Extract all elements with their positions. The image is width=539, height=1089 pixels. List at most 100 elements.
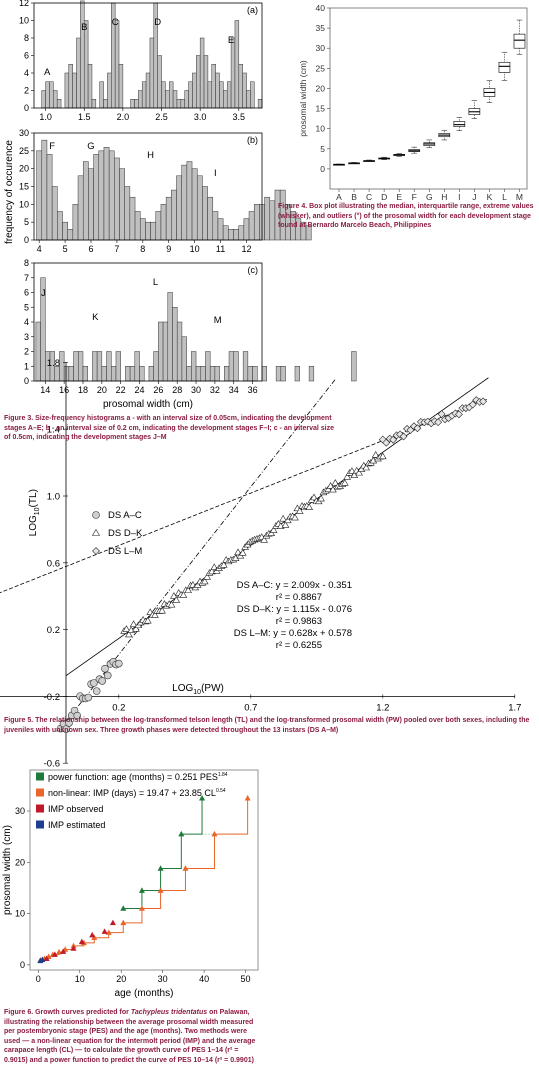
x-tick-label: I [458, 192, 460, 202]
point-diamond [396, 430, 405, 439]
marker-2 [109, 919, 116, 926]
legend-marker-triangle [91, 528, 101, 536]
y-tick-label: 10 [15, 909, 25, 919]
point-diamond [389, 435, 398, 444]
marker-2 [70, 945, 77, 951]
histogram-bar [176, 99, 182, 109]
x-axis-title: prosomal width (cm) [103, 399, 193, 410]
histogram-bar [176, 175, 182, 241]
histogram-bar [82, 366, 88, 382]
histogram-bar [41, 90, 46, 109]
fig3-caption: Figure 3. Size-frequency histograms a - … [4, 415, 335, 441]
marker-0 [138, 887, 145, 893]
fig4-caption: Figure 4. Box plot illustrating the medi… [278, 203, 534, 229]
histogram-bar [139, 218, 146, 241]
marker-1 [157, 887, 164, 893]
y-axis-title: LOG10(TL) [28, 489, 41, 536]
histogram-bar [149, 37, 155, 109]
boxplot-frame [329, 7, 528, 190]
marker-0 [120, 905, 127, 911]
point-triangle [143, 616, 152, 624]
histogram-bar [233, 229, 239, 241]
y-tick-label: 10 [316, 124, 326, 134]
histogram-bar [107, 72, 112, 109]
histogram-bar [219, 81, 224, 109]
x-tick-label: L [502, 192, 507, 202]
marker-1 [182, 865, 189, 871]
y-tick-label: 0 [320, 164, 325, 174]
histogram-bar [217, 218, 224, 241]
histogram-bar [108, 150, 115, 241]
histogram-bar [72, 72, 77, 109]
histogram-bar [233, 351, 239, 382]
x-tick-label: 20 [116, 974, 126, 984]
marker-3 [39, 956, 46, 963]
histogram-bar [125, 366, 131, 382]
point-triangle [267, 529, 276, 537]
x-tick-label: 22 [116, 385, 126, 395]
y-tick-label: 10 [19, 199, 29, 209]
histogram-bar [111, 366, 117, 382]
y-tick-label: 4 [24, 317, 29, 327]
histogram-bar [261, 366, 267, 382]
marker-1 [120, 919, 127, 926]
y-axis-title: prosomal width (cm) [2, 825, 13, 915]
x-tick-label: 1.2 [376, 702, 389, 713]
point-triangle [238, 549, 247, 556]
histogram-bar [215, 72, 220, 109]
histogram-bar [134, 99, 139, 109]
stage-label: A [44, 67, 51, 78]
histogram-bar [68, 366, 74, 382]
y-tick-label: 12 [19, 0, 29, 8]
y-axis-title: frequency of occurence [4, 140, 15, 244]
stage-label: G [87, 141, 94, 152]
box [498, 61, 511, 73]
histogram-bar [148, 366, 154, 382]
histogram-bar [87, 64, 93, 109]
point-triangle [343, 473, 352, 480]
x-tick-label: K [487, 192, 493, 202]
box [513, 33, 526, 49]
point-triangle [158, 606, 166, 614]
histogram-bar [76, 37, 81, 109]
x-tick-label: 3.0 [194, 112, 207, 122]
point-triangle [200, 577, 209, 585]
marker-1 [56, 948, 63, 955]
histogram-bar [207, 196, 214, 241]
x-tick-label: J [472, 192, 476, 202]
fig6-caption-suffix: on Palawan, illustrating the relationshi… [4, 1009, 256, 1064]
histogram-bar [228, 351, 234, 382]
x-tick-label: 20 [97, 385, 107, 395]
histogram-bar [78, 351, 84, 382]
histogram-bar [176, 321, 183, 382]
histogram-bar [181, 336, 187, 382]
point-circle [92, 687, 101, 695]
histogram-bar [169, 81, 174, 109]
stage-label: I [214, 168, 217, 179]
x-tick-label: 2.5 [155, 112, 168, 122]
y-tick-label: 5 [24, 217, 29, 227]
point-triangle [260, 536, 268, 543]
marker-2 [60, 948, 67, 954]
point-diamond [468, 400, 477, 409]
histogram-bar [250, 81, 255, 109]
point-triangle [125, 630, 133, 638]
histogram-bar [200, 366, 206, 382]
x-tick-label: F [412, 192, 417, 202]
histogram-bar [205, 351, 211, 382]
histogram-bar [202, 186, 208, 241]
histogram-bar [138, 90, 143, 109]
y-tick-label: 1.8 [47, 358, 60, 369]
y-tick-label: 15 [316, 104, 326, 114]
stage-label: C [112, 17, 119, 28]
histogram-bar [96, 351, 103, 382]
histogram-0: 0 2 4 6 8 10 12 1.0 1.5 2.0 2.5 3.0 3.5 (a) A B C D Efrequ… [4, 0, 263, 244]
y-axis-title: prosomal width (cm) [298, 60, 308, 137]
y-tick-label: 25 [19, 146, 29, 156]
x-tick-label: 32 [210, 385, 220, 395]
histogram-bar [153, 351, 159, 382]
legend-swatch [36, 804, 44, 813]
histogram-bar [64, 72, 70, 109]
histogram-bar [209, 366, 216, 382]
